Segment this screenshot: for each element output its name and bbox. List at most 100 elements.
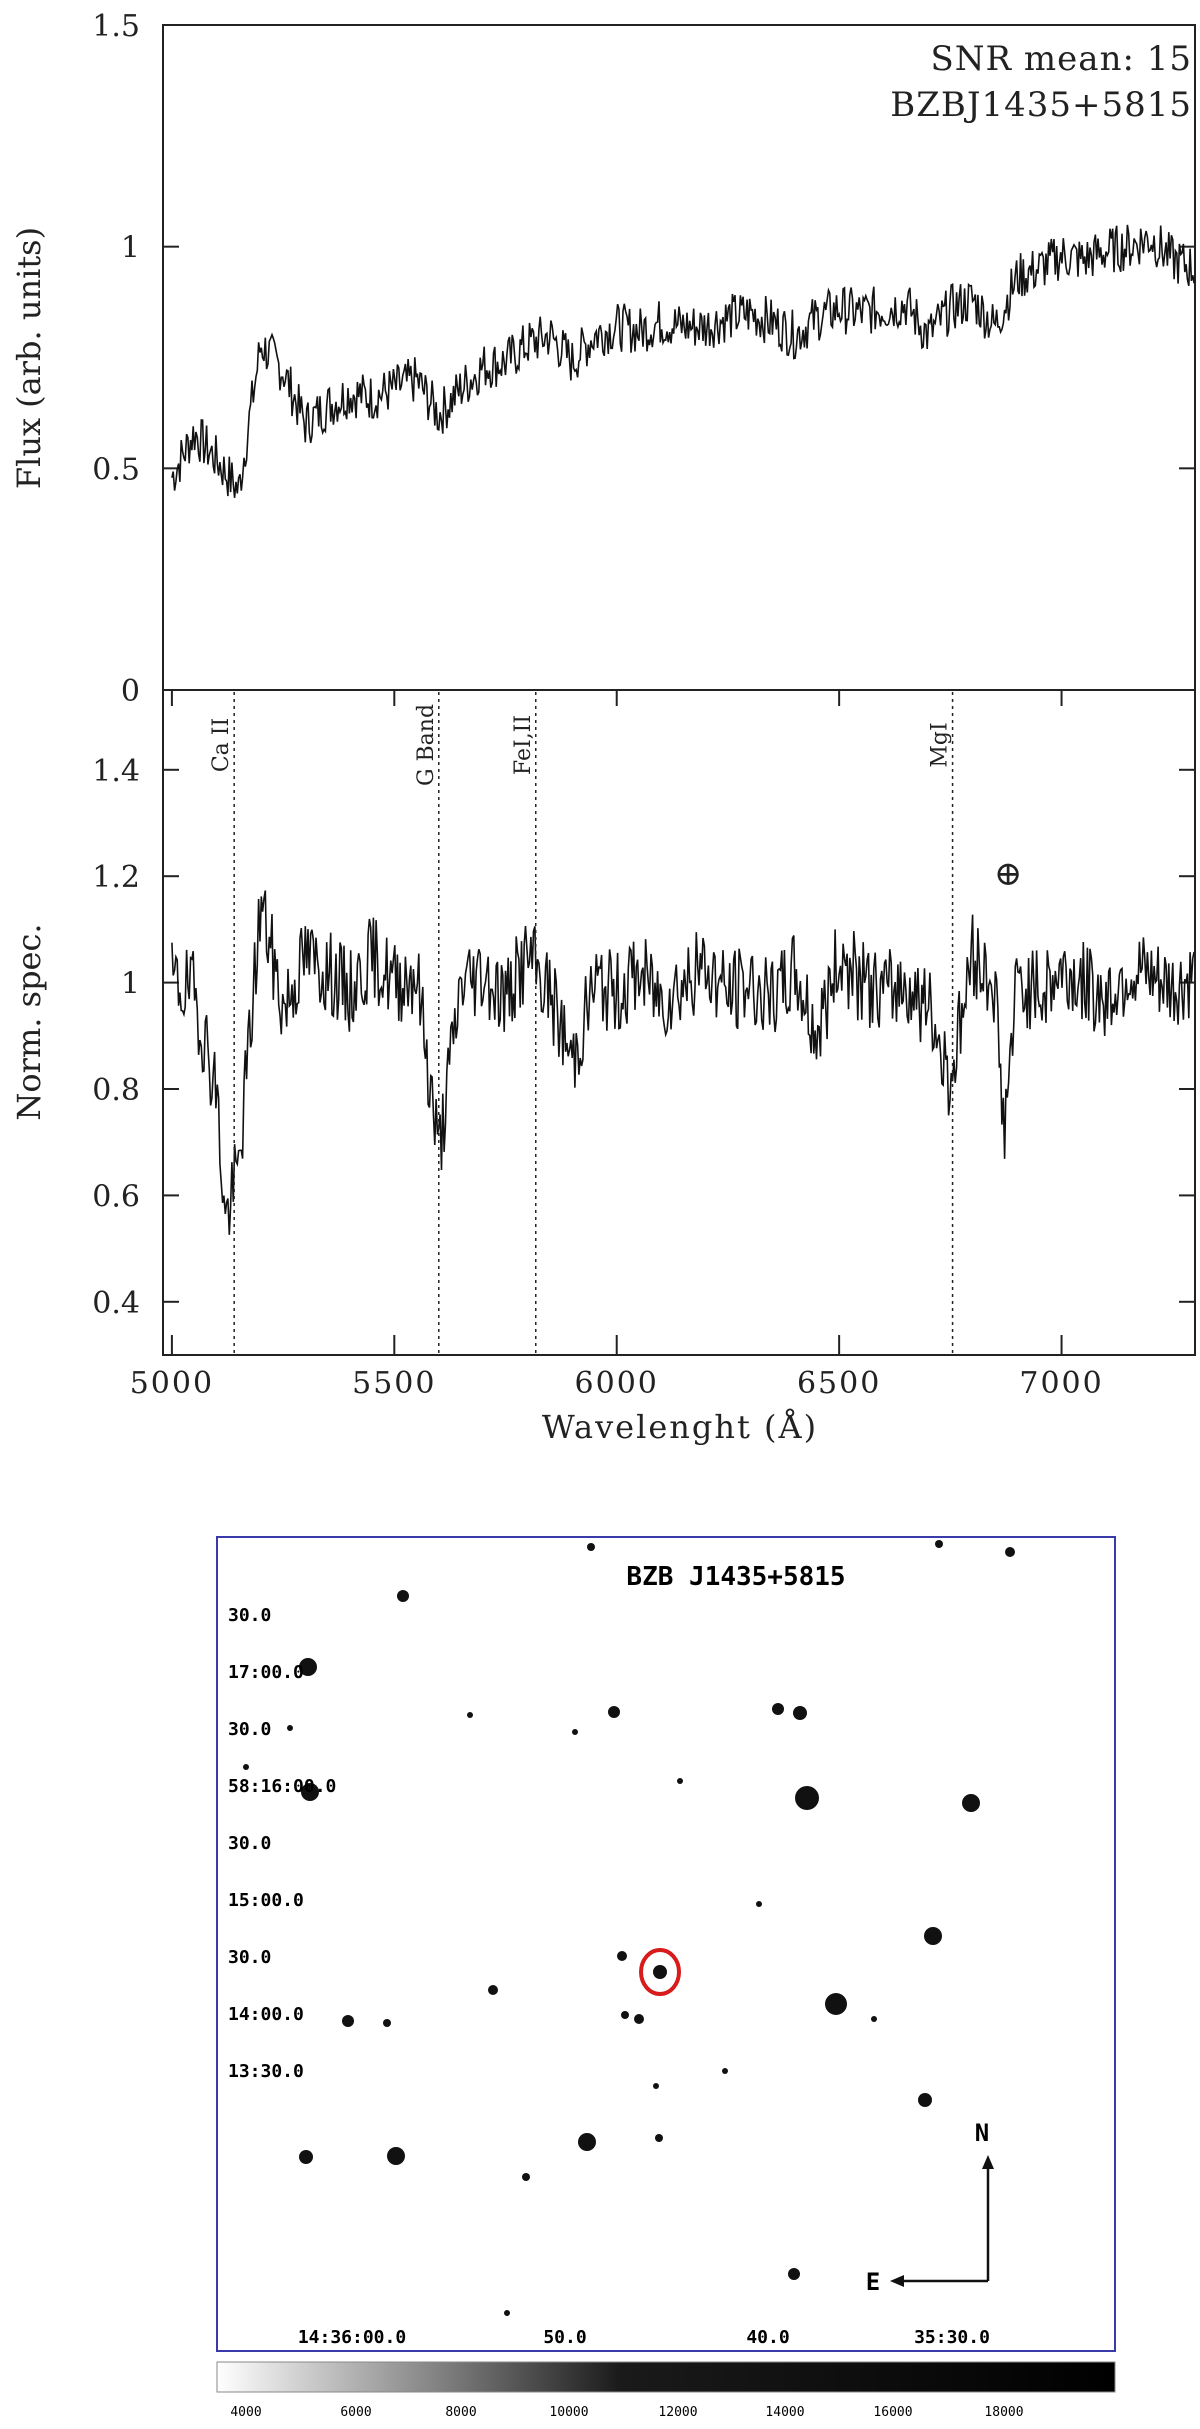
top-y-tick-label: 1: [121, 231, 140, 266]
bottom-panel-frame: [162, 689, 1196, 1356]
finding-chart-title: BZB J1435+5815: [626, 1562, 845, 1592]
star: [621, 2011, 629, 2019]
bottom-y-tick-label: 0.8: [92, 1073, 140, 1108]
object-name-annotation: BZBJ1435+5815: [890, 85, 1192, 125]
bottom-spectrum-series: [171, 890, 1195, 1235]
colorbar-tick-label: 10000: [549, 2405, 588, 2420]
star: [387, 2147, 405, 2165]
star: [397, 1590, 409, 1602]
colorbar-tick-label: 4000: [230, 2405, 261, 2420]
star: [1005, 1547, 1015, 1557]
star-field: [243, 1540, 1015, 2316]
compass-east-label: E: [866, 2268, 880, 2296]
snr-annotation: SNR mean: 15: [930, 39, 1192, 79]
star: [825, 1993, 847, 2015]
star: [795, 1786, 819, 1810]
x-tick-label: 7000: [1019, 1366, 1103, 1401]
spectral-line-label: FeI,II: [511, 715, 536, 775]
star: [871, 2016, 877, 2022]
colorbar-tick-label: 8000: [445, 2405, 476, 2420]
spectral-line-label: Ca II: [209, 718, 234, 772]
star: [299, 1658, 317, 1676]
top-spectrum-series: [171, 224, 1195, 498]
star: [243, 1764, 249, 1770]
dec-label: 14:00.0: [228, 2004, 304, 2025]
star: [935, 1540, 943, 1548]
telluric-symbol: ⊕: [994, 854, 1023, 894]
star: [677, 1778, 683, 1784]
x-axis-label: Wavelenght (Å): [542, 1408, 818, 1446]
star: [522, 2173, 530, 2181]
north-arrow-head-icon: [982, 2155, 994, 2169]
spectral-line-label: G Band: [414, 704, 439, 786]
dec-label: 30.0: [228, 1947, 271, 1968]
top-y-tick-label: 0.5: [92, 452, 140, 487]
compass: N E: [866, 2119, 994, 2296]
colorbar-tick-label: 16000: [873, 2405, 912, 2420]
spectral-line-markers: Ca II G Band FeI,II MgI: [209, 692, 954, 1353]
star: [299, 2150, 313, 2164]
star: [578, 2133, 596, 2151]
dec-label: 30.0: [228, 1833, 271, 1854]
star: [488, 1985, 498, 1995]
star: [788, 2268, 800, 2280]
target-star: [653, 1965, 667, 1979]
ra-axis-labels: 14:36:00.0 50.0 40.0 35:30.0: [298, 2327, 990, 2348]
colorbar-tick-label: 14000: [765, 2405, 804, 2420]
star: [504, 2310, 510, 2316]
compass-north-label: N: [975, 2119, 989, 2147]
star: [634, 2014, 644, 2024]
spectral-line-label: MgI: [928, 722, 953, 767]
colorbar-tick-label: 6000: [340, 2405, 371, 2420]
star: [383, 2019, 391, 2027]
ra-label: 40.0: [746, 2327, 789, 2348]
top-y-ticks: 0 0.5 1 1.5: [92, 9, 1195, 709]
dec-label: 17:00.0: [228, 1662, 304, 1683]
finding-chart: BZB J1435+5815 30.0 17:00.0 30.0 58:16:00.0…: [216, 1536, 1116, 2420]
dec-label: 58:16:00.0: [228, 1776, 336, 1797]
x-tick-label: 5500: [352, 1366, 436, 1401]
star: [301, 1783, 319, 1801]
star: [653, 2083, 659, 2089]
star: [617, 1951, 627, 1961]
star: [608, 1706, 620, 1718]
dec-label: 30.0: [228, 1719, 271, 1740]
star: [962, 1794, 980, 1812]
star: [772, 1703, 784, 1715]
spectrum-figure: 0 0.5 1 1.5 0.4 0.6 0.8 1 1.2 1.4 5000 5500 6000 650…: [10, 9, 1196, 1446]
star: [756, 1901, 762, 1907]
bottom-y-tick-label: 1: [121, 967, 140, 1002]
star: [467, 1712, 473, 1718]
ra-label: 50.0: [543, 2327, 586, 2348]
ra-label: 14:36:00.0: [298, 2327, 406, 2348]
dec-label: 15:00.0: [228, 1890, 304, 1911]
top-y-tick-label: 1.5: [92, 9, 140, 44]
top-y-axis-label: Flux (arb. units): [10, 227, 48, 489]
finding-chart-frame: [216, 1536, 1116, 2352]
star: [287, 1725, 293, 1731]
ra-label: 35:30.0: [914, 2327, 990, 2348]
top-y-tick-label: 0: [121, 674, 140, 709]
target-marker-circle: [639, 1948, 681, 1996]
bottom-y-tick-label: 1.2: [92, 860, 140, 895]
star: [655, 2134, 663, 2142]
colorbar: [216, 2361, 1116, 2393]
x-tick-label: 6000: [575, 1366, 659, 1401]
bottom-ticks: 0.4 0.6 0.8 1 1.2 1.4 5000 5500 6000 6500 7000: [92, 690, 1195, 1401]
star: [722, 2068, 728, 2074]
colorbar-tick-label: 12000: [658, 2405, 697, 2420]
colorbar-tick-label: 18000: [984, 2405, 1023, 2420]
dec-label: 13:30.0: [228, 2061, 304, 2082]
bottom-y-axis-label: Norm. spec.: [10, 923, 48, 1120]
star: [342, 2015, 354, 2027]
dec-label: 30.0: [228, 1605, 271, 1626]
east-arrow-head-icon: [890, 2275, 904, 2287]
star: [587, 1543, 595, 1551]
star: [918, 2093, 932, 2107]
dec-axis-labels: 30.0 17:00.0 30.0 58:16:00.0 30.0 15:00.0 30.0…: [228, 1605, 336, 2082]
bottom-y-tick-label: 0.4: [92, 1286, 140, 1321]
colorbar-labels: 4000 6000 8000 10000 12000 14000 16000 18000: [230, 2405, 1023, 2420]
x-tick-label: 5000: [130, 1366, 214, 1401]
star: [572, 1729, 578, 1735]
bottom-y-tick-label: 0.6: [92, 1179, 140, 1214]
